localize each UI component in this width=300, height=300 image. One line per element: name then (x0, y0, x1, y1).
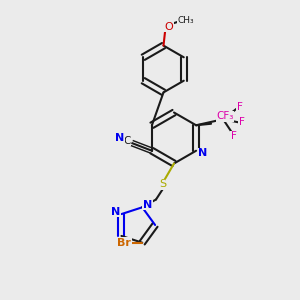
Text: N: N (115, 133, 124, 143)
Text: Br: Br (117, 238, 131, 248)
Text: N: N (143, 200, 152, 210)
Text: CF₃: CF₃ (217, 111, 234, 121)
Text: C: C (123, 136, 131, 146)
Text: F: F (237, 102, 242, 112)
Text: N: N (198, 148, 207, 158)
Text: S: S (160, 179, 167, 190)
Text: F: F (239, 117, 244, 127)
Text: F: F (231, 131, 236, 141)
Text: CH₃: CH₃ (178, 16, 194, 25)
Text: N: N (111, 207, 121, 217)
Text: O: O (164, 22, 173, 32)
